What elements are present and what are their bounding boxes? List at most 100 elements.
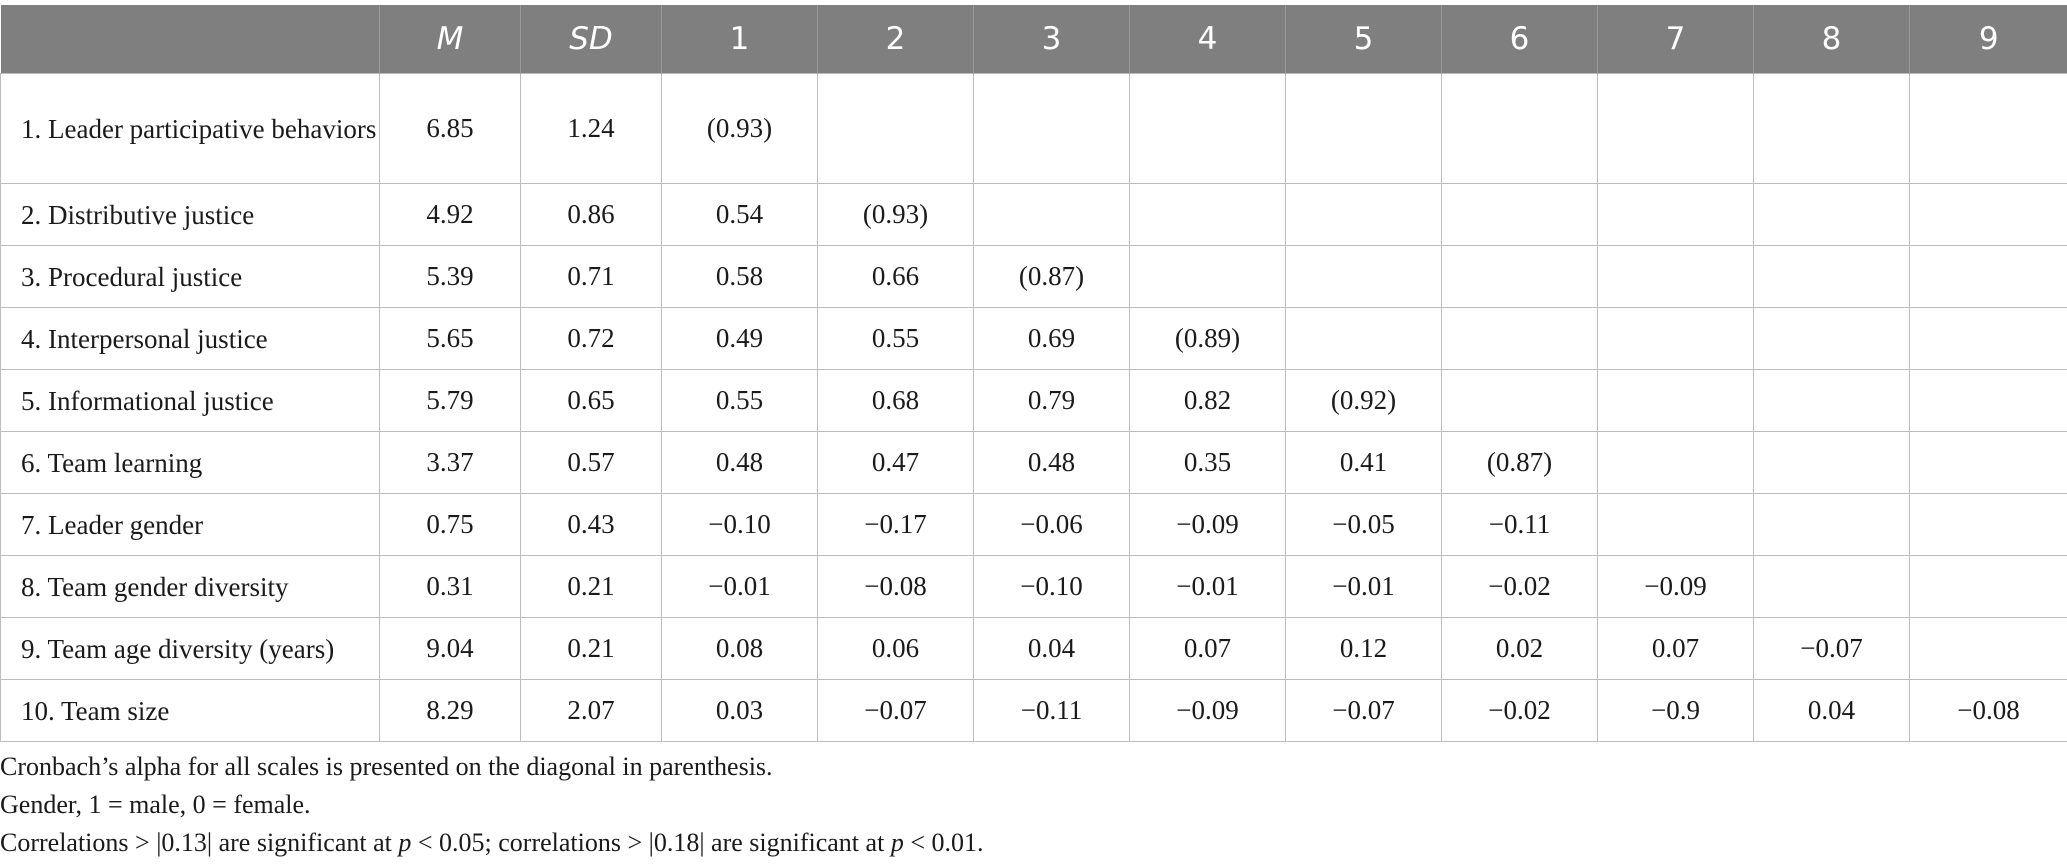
table-row: 5. Informational justice 5.79 0.65 0.55 0.68… (0, 369, 2067, 432)
table-row: 7. Leader gender 0.75 0.43 −0.10 −0.17 −0.06−… (0, 493, 2067, 556)
table-cell (1441, 307, 1598, 370)
table-cell (1753, 183, 1910, 246)
table-cell (1129, 73, 1286, 184)
table-row: 2. Distributive justice 4.92 0.86 0.54 (0.93… (0, 183, 2067, 246)
table-cell (1597, 307, 1754, 370)
note-significance: Correlations > |0.13| are significant at… (0, 824, 2067, 862)
table-cell (1909, 493, 2067, 556)
table-cell (973, 73, 1130, 184)
table-cell: 0.41 (1285, 431, 1442, 494)
table-row: 1. Leader participative behaviors 6.85 1.2… (0, 73, 2067, 184)
row-label: 4. Interpersonal justice (0, 307, 380, 370)
row-label: 8. Team gender diversity (0, 555, 380, 618)
header-cell: 5 (1285, 5, 1442, 74)
header-cell: 6 (1441, 5, 1598, 74)
table-cell: 8.29 (379, 679, 521, 742)
table-cell: −0.17 (817, 493, 974, 556)
table-row: 3. Procedural justice 5.39 0.71 0.58 0.66 (0.… (0, 245, 2067, 308)
table-cell (1129, 245, 1286, 308)
table-cell (1441, 73, 1598, 184)
header-cell: 4 (1129, 5, 1286, 74)
row-label: 7. Leader gender (0, 493, 380, 556)
table-cell (1753, 431, 1910, 494)
table-cell: 0.71 (520, 245, 662, 308)
table-cell (1909, 307, 2067, 370)
table-cell (1909, 555, 2067, 618)
table-cell (1909, 183, 2067, 246)
table-cell: 0.43 (520, 493, 662, 556)
table-cell: 0.55 (817, 307, 974, 370)
note-p-symbol: p (890, 828, 904, 857)
row-label: 2. Distributive justice (0, 183, 380, 246)
note-alpha: Cronbach’s alpha for all scales is prese… (0, 752, 773, 781)
table-cell (1285, 307, 1442, 370)
table-cell: 0.68 (817, 369, 974, 432)
table-cell: −0.09 (1129, 679, 1286, 742)
table-cell: 0.58 (661, 245, 818, 308)
table-cell (1597, 183, 1754, 246)
table-cell: 0.75 (379, 493, 521, 556)
row-label: 5. Informational justice (0, 369, 380, 432)
table-cell (1753, 73, 1910, 184)
note-significance-part: Correlations > |0.13| are significant at (0, 828, 399, 857)
header-cell: 9 (1909, 5, 2067, 74)
table-body: 1. Leader participative behaviors 6.85 1.2… (0, 73, 2067, 742)
table-cell: −0.10 (661, 493, 818, 556)
table-cell: 0.12 (1285, 617, 1442, 680)
table-cell: −0.02 (1441, 555, 1598, 618)
table-cell (1909, 431, 2067, 494)
header-cell: 8 (1753, 5, 1910, 74)
table-cell: 0.69 (973, 307, 1130, 370)
row-label: 3. Procedural justice (0, 245, 380, 308)
table-cell: 0.86 (520, 183, 662, 246)
table-cell: 0.08 (661, 617, 818, 680)
table-cell: −0.11 (1441, 493, 1598, 556)
note-gender: Gender, 1 = male, 0 = female. (0, 790, 311, 819)
table-cell: −0.09 (1597, 555, 1754, 618)
table-cell: 0.35 (1129, 431, 1286, 494)
header-cell-sd: SD (520, 5, 662, 74)
table-cell (1285, 183, 1442, 246)
table-cell (1285, 245, 1442, 308)
header-cell: 3 (973, 5, 1130, 74)
table-cell: 0.66 (817, 245, 974, 308)
correlation-table: M SD 1 2 3 4 5 6 7 8 9 1. Leader partici… (0, 5, 2067, 742)
table-cell: 0.47 (817, 431, 974, 494)
header-cell: 1 (661, 5, 818, 74)
table-cell (1597, 245, 1754, 308)
table-cell (1909, 73, 2067, 184)
table-cell: −0.07 (817, 679, 974, 742)
table-cell: −0.10 (973, 555, 1130, 618)
table-cell (1285, 73, 1442, 184)
table-cell: −0.01 (661, 555, 818, 618)
table-cell (1753, 369, 1910, 432)
table-cell (1909, 617, 2067, 680)
table-cell: (0.89) (1129, 307, 1286, 370)
table-cell: 0.82 (1129, 369, 1286, 432)
table-cell: 0.54 (661, 183, 818, 246)
table-notes: Cronbach’s alpha for all scales is prese… (0, 748, 2067, 862)
table-cell: 0.03 (661, 679, 818, 742)
table-cell: 0.31 (379, 555, 521, 618)
table-cell: −0.01 (1129, 555, 1286, 618)
table-cell: 0.06 (817, 617, 974, 680)
table-cell (1441, 369, 1598, 432)
table-row: 9. Team age diversity (years) 9.04 0.21 0.0… (0, 617, 2067, 680)
table-cell (1909, 369, 2067, 432)
table-row: 8. Team gender diversity 0.31 0.21 −0.01 −0.… (0, 555, 2067, 618)
row-label: 9. Team age diversity (years) (0, 617, 380, 680)
table-cell: −0.05 (1285, 493, 1442, 556)
header-cell: 2 (817, 5, 974, 74)
table-cell: −0.09 (1129, 493, 1286, 556)
table-cell: 0.21 (520, 617, 662, 680)
header-row: M SD 1 2 3 4 5 6 7 8 9 (0, 5, 2067, 74)
table-cell: 0.57 (520, 431, 662, 494)
table-cell (1441, 245, 1598, 308)
table-cell: 4.92 (379, 183, 521, 246)
table-cell (1753, 493, 1910, 556)
table-cell (1909, 245, 2067, 308)
row-label: 1. Leader participative behaviors (0, 73, 380, 184)
table-cell: −0.08 (817, 555, 974, 618)
correlation-table-container: M SD 1 2 3 4 5 6 7 8 9 1. Leader partici… (0, 5, 2067, 742)
table-cell: (0.93) (817, 183, 974, 246)
